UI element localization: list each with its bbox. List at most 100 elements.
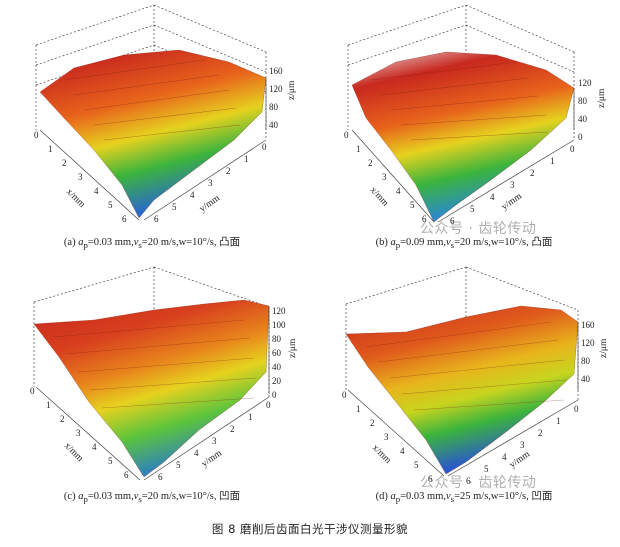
- y-tick: 0: [262, 142, 267, 152]
- y-tick: 1: [248, 412, 253, 422]
- y-tick: 4: [502, 452, 507, 462]
- x-tick: 1: [356, 404, 361, 414]
- z-tick: 60: [272, 348, 282, 358]
- x-tick: 1: [46, 400, 51, 410]
- x-tick: 4: [92, 442, 97, 452]
- y-tick: 3: [208, 178, 213, 188]
- x-tick: 4: [400, 446, 405, 456]
- z-axis-label: z/μm: [599, 338, 609, 358]
- x-axis-label: x/mm: [62, 441, 85, 464]
- z-axis-label: z/μm: [288, 338, 298, 358]
- y-tick: 2: [530, 168, 535, 178]
- y-tick: 4: [190, 190, 195, 200]
- y-axis-label: y/mm: [508, 449, 532, 470]
- z-axis-d: 160 120 80 40 z/μm: [577, 320, 609, 390]
- y-tick: 6: [466, 476, 471, 486]
- y-tick: 3: [510, 180, 515, 190]
- x-axis-label: x/mm: [370, 443, 393, 466]
- x-tick: 2: [62, 158, 67, 168]
- z-tick: 20: [272, 376, 282, 386]
- z-tick: 0: [272, 390, 277, 400]
- z-axis-b: 120 80 40 0 z/μm: [573, 78, 607, 142]
- surface-plot-d: 160 120 80 40 z/μm 0 1 2 3 4 5 6 x/mm 0 …: [342, 266, 609, 486]
- y-tick: 3: [212, 436, 217, 446]
- x-axis-label: x/mm: [64, 187, 87, 210]
- y-tick: 1: [244, 154, 249, 164]
- z-tick: 80: [272, 334, 282, 344]
- y-tick: 0: [574, 404, 579, 414]
- y-tick: 5: [176, 460, 181, 470]
- surface-c: [33, 299, 270, 478]
- z-axis-label: z/μm: [287, 80, 297, 100]
- surface-plot-b: 120 80 40 0 z/μm 0 1 2 3 4 5 6 x/mm 0 1 …: [344, 4, 607, 226]
- surface-plot-a: 160 120 80 40 z/μm 0 1 2 3 4 5 6 x/mm 0 …: [34, 4, 297, 224]
- y-tick: 6: [154, 214, 159, 224]
- x-axis-label: x/mm: [368, 185, 391, 209]
- x-tick: 1: [48, 144, 53, 154]
- surface-plot-c: 120 100 80 60 40 20 0 z/μm 0 1 2 3 4 5 6…: [30, 266, 298, 482]
- x-tick: 6: [422, 214, 427, 224]
- x-tick: 3: [78, 172, 83, 182]
- x-tick: 5: [108, 200, 113, 210]
- x-tick: 4: [396, 186, 401, 196]
- surface-d: [345, 305, 579, 475]
- x-tick: 0: [34, 130, 39, 140]
- x-tick: 0: [344, 130, 349, 140]
- z-tick: 160: [581, 320, 595, 330]
- watermark-bottom: 公众号 · 齿轮传动: [420, 475, 537, 491]
- panel-caption: (c) ap=0.03 mm,vs=20 m/s,w=10°/s, 凹面: [63, 491, 241, 505]
- panel-caption: (b) ap=0.09 mm,vs=20 m/s,w=10°/s, 凸面: [375, 237, 553, 251]
- x-tick: 6: [428, 474, 433, 484]
- y-tick: 0: [570, 144, 575, 154]
- x-tick: 2: [60, 414, 65, 424]
- x-tick: 3: [382, 172, 387, 182]
- z-axis-label: z/μm: [597, 88, 607, 108]
- x-tick: 2: [368, 158, 373, 168]
- y-tick: 2: [226, 166, 231, 176]
- y-tick: 2: [538, 428, 543, 438]
- z-tick: 120: [578, 78, 592, 88]
- x-tick: 0: [30, 386, 35, 396]
- x-tick: 5: [414, 460, 419, 470]
- x-tick: 5: [410, 200, 415, 210]
- z-tick: 160: [269, 66, 283, 76]
- panel-a: 160 120 80 40 z/μm 0 1 2 3 4 5 6 x/mm 0 …: [4, 0, 300, 250]
- x-tick: 4: [94, 186, 99, 196]
- x-tick: 0: [342, 390, 347, 400]
- y-axis-label: y/mm: [198, 193, 222, 214]
- panel-d: 160 120 80 40 z/μm 0 1 2 3 4 5 6 x/mm 0 …: [316, 262, 612, 505]
- y-tick: 2: [230, 424, 235, 434]
- z-tick: 100: [272, 320, 286, 330]
- x-tick: 5: [108, 456, 113, 466]
- panel-caption: (d) ap=0.03 mm,vs=25 m/s,w=10°/s, 凹面: [375, 491, 553, 505]
- z-tick: 120: [581, 338, 595, 348]
- z-axis-c: 120 100 80 60 40 20 0 z/μm: [268, 306, 298, 400]
- y-tick: 6: [450, 216, 455, 226]
- x-tick: 1: [356, 144, 361, 154]
- z-tick: 80: [578, 96, 588, 106]
- y-tick: 1: [550, 156, 555, 166]
- y-tick: 5: [484, 464, 489, 474]
- z-tick: 80: [581, 356, 591, 366]
- z-tick: 120: [269, 84, 283, 94]
- panel-b: 120 80 40 0 z/μm 0 1 2 3 4 5 6 x/mm 0 1 …: [316, 0, 612, 250]
- x-tick: 3: [76, 428, 81, 438]
- panel-c: 120 100 80 60 40 20 0 z/μm 0 1 2 3 4 5 6…: [4, 262, 300, 505]
- y-tick: 5: [172, 202, 177, 212]
- y-tick: 4: [490, 192, 495, 202]
- y-tick: 6: [158, 472, 163, 482]
- y-tick: 0: [266, 400, 271, 410]
- y-tick: 5: [470, 204, 475, 214]
- y-axis-label: y/mm: [500, 191, 524, 212]
- z-tick: 80: [269, 102, 279, 112]
- y-tick: 4: [194, 448, 199, 458]
- z-tick: 40: [581, 374, 591, 384]
- y-tick: 3: [520, 440, 525, 450]
- figure-caption: 图 8 磨削后齿面白光干涉仪测量形貌: [211, 522, 409, 536]
- y-tick: 1: [556, 416, 561, 426]
- x-tick: 6: [124, 470, 129, 480]
- x-tick: 6: [122, 214, 127, 224]
- y-axis-label: y/mm: [200, 448, 224, 469]
- z-tick: 40: [269, 120, 279, 130]
- z-tick: 40: [578, 114, 588, 124]
